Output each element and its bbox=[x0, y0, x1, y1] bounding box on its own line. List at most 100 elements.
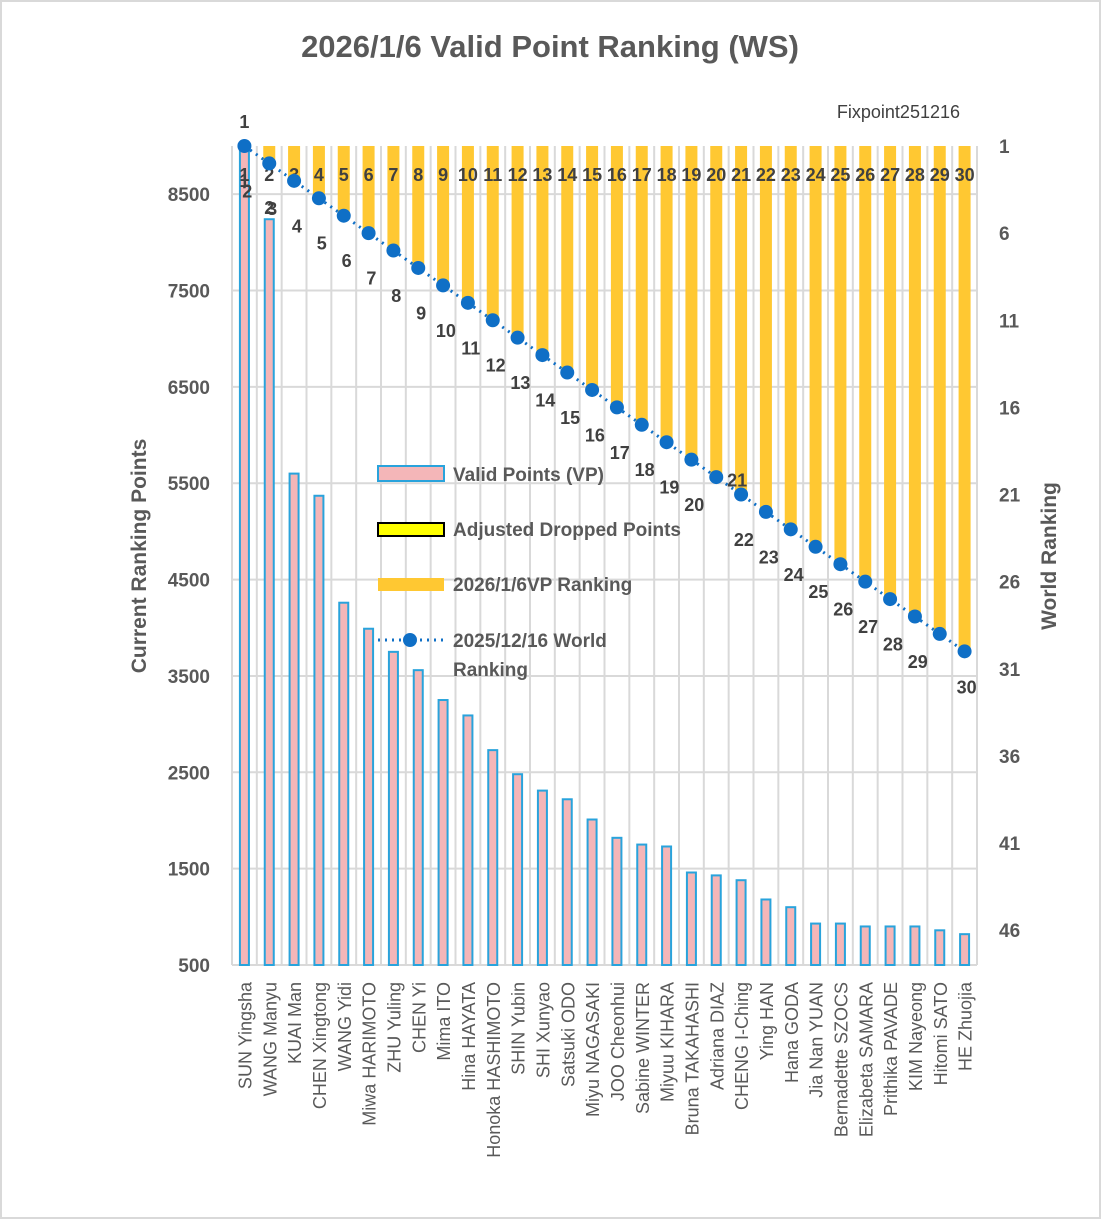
world-ranking-marker bbox=[734, 487, 749, 502]
vp-ranking-label: 30 bbox=[955, 165, 975, 185]
category-label: HE Zhuojia bbox=[956, 981, 976, 1071]
y-tick-label: 5500 bbox=[168, 474, 210, 495]
category-label: WANG Yidi bbox=[335, 982, 355, 1071]
vp-ranking-label: 4 bbox=[314, 165, 324, 185]
vp-bar bbox=[462, 714, 474, 966]
gridlines bbox=[231, 146, 978, 966]
vp-bar bbox=[959, 933, 971, 966]
world-ranking-label: 29 bbox=[908, 652, 928, 672]
category-label: CHEN Yi bbox=[409, 982, 429, 1053]
vp-ranking-bar bbox=[859, 146, 872, 582]
vp-bar bbox=[785, 906, 797, 966]
rank-bars bbox=[263, 146, 971, 652]
world-ranking-label: 20 bbox=[684, 495, 704, 515]
y-tick-label: 2500 bbox=[168, 763, 210, 784]
vp-ranking-label: 23 bbox=[781, 165, 801, 185]
vp-ranking-label: 21 bbox=[731, 165, 751, 185]
y2-axis-title: World Ranking bbox=[1038, 482, 1061, 630]
vp-bar bbox=[586, 818, 598, 967]
vp-bar bbox=[884, 925, 896, 966]
vp-ranking-label: 9 bbox=[438, 165, 448, 185]
vp-ranking-bar bbox=[412, 146, 425, 268]
vp-ranking-bar bbox=[536, 146, 549, 356]
vp-ranking-label: 15 bbox=[582, 165, 602, 185]
vp-bar bbox=[760, 898, 772, 966]
vp-ranking-label: 6 bbox=[364, 165, 374, 185]
category-label: SUN Yingsha bbox=[235, 981, 255, 1089]
world-ranking-marker bbox=[883, 592, 898, 607]
world-ranking-marker bbox=[262, 156, 277, 171]
world-ranking-marker bbox=[833, 557, 848, 572]
vp-bar bbox=[512, 773, 524, 967]
vp-ranking-bar bbox=[461, 146, 474, 303]
y-tick-label: 8500 bbox=[168, 185, 210, 206]
category-label: KIM Nayeong bbox=[906, 982, 926, 1091]
category-label: KUAI Man bbox=[285, 982, 305, 1064]
y-tick-label: 4500 bbox=[168, 571, 210, 592]
y2-tick-label: 1 bbox=[999, 137, 1010, 158]
vp-ranking-bar bbox=[933, 146, 946, 634]
world-ranking-marker bbox=[709, 470, 724, 485]
world-ranking-label: 24 bbox=[784, 565, 804, 585]
category-label: Ying HAN bbox=[757, 982, 777, 1060]
category-label: JOO Cheonhui bbox=[608, 982, 628, 1101]
vp-ranking-bar bbox=[958, 146, 971, 652]
world-ranking-marker bbox=[684, 452, 699, 467]
world-ranking-marker bbox=[609, 400, 624, 415]
legend-swatch-world-marker bbox=[403, 633, 417, 647]
world-ranking-label: 16 bbox=[585, 425, 605, 445]
world-ranking-marker bbox=[808, 539, 823, 554]
legend-label-dropped: Adjusted Dropped Points bbox=[453, 520, 681, 541]
vp-bar bbox=[934, 929, 946, 966]
world-ranking-label: 23 bbox=[759, 547, 779, 567]
vp-ranking-label: 27 bbox=[880, 165, 900, 185]
vp-ranking-bar bbox=[884, 146, 897, 600]
world-ranking-marker bbox=[460, 295, 475, 310]
vp-bar bbox=[387, 650, 399, 967]
world-ranking-marker bbox=[336, 208, 351, 223]
vp-ranking-bar bbox=[685, 146, 698, 460]
vp-ranking-bar bbox=[809, 146, 822, 547]
world-ranking-label: 21 bbox=[727, 471, 747, 491]
y2-tick-label: 36 bbox=[999, 747, 1020, 768]
world-ranking-label: 4 bbox=[292, 216, 302, 236]
vp-bar bbox=[412, 669, 424, 966]
vp-ranking-bar bbox=[735, 146, 748, 495]
vp-ranking-label: 12 bbox=[508, 165, 528, 185]
world-ranking-label: 15 bbox=[560, 408, 580, 428]
vp-ranking-label: 20 bbox=[706, 165, 726, 185]
vp-ranking-bar bbox=[387, 146, 400, 251]
vp-bar-label: 1 bbox=[239, 171, 249, 191]
category-label: Bruna TAKAHASHI bbox=[682, 982, 702, 1135]
world-ranking-label: 25 bbox=[808, 582, 828, 602]
category-label: Honoka HASHIMOTO bbox=[484, 982, 504, 1158]
vp-ranking-label: 18 bbox=[657, 165, 677, 185]
category-label: Sabine WINTER bbox=[633, 982, 653, 1114]
world-ranking-marker bbox=[634, 417, 649, 432]
category-label: CHENG I-Ching bbox=[732, 982, 752, 1110]
world-ranking-label: 22 bbox=[734, 530, 754, 550]
y2-tick-label: 26 bbox=[999, 573, 1020, 594]
world-ranking-marker bbox=[585, 382, 600, 397]
legend-label-vp: Valid Points (VP) bbox=[453, 465, 604, 486]
category-label: Prithika PAVADE bbox=[881, 982, 901, 1116]
world-ranking-marker bbox=[361, 226, 376, 241]
vp-bar bbox=[561, 798, 573, 967]
world-ranking-label: 6 bbox=[342, 251, 352, 271]
vp-bar bbox=[685, 871, 697, 966]
vp-ranking-label: 8 bbox=[413, 165, 423, 185]
vp-bar bbox=[263, 218, 275, 967]
world-ranking-marker bbox=[907, 609, 922, 624]
world-ranking-label: 28 bbox=[883, 634, 903, 654]
vp-ranking-bar bbox=[337, 146, 350, 216]
legend-swatch-vp-ranking bbox=[378, 578, 444, 591]
vp-ranking-label: 13 bbox=[532, 165, 552, 185]
vp-ranking-bar bbox=[610, 146, 623, 408]
vp-ranking-label: 26 bbox=[855, 165, 875, 185]
vp-bar bbox=[834, 922, 846, 967]
legend-label-vp-ranking: 2026/1/6VP Ranking bbox=[453, 575, 632, 596]
vp-bar bbox=[611, 836, 623, 967]
category-label: Hitomi SATO bbox=[931, 982, 951, 1085]
vp-ranking-bar bbox=[486, 146, 499, 321]
